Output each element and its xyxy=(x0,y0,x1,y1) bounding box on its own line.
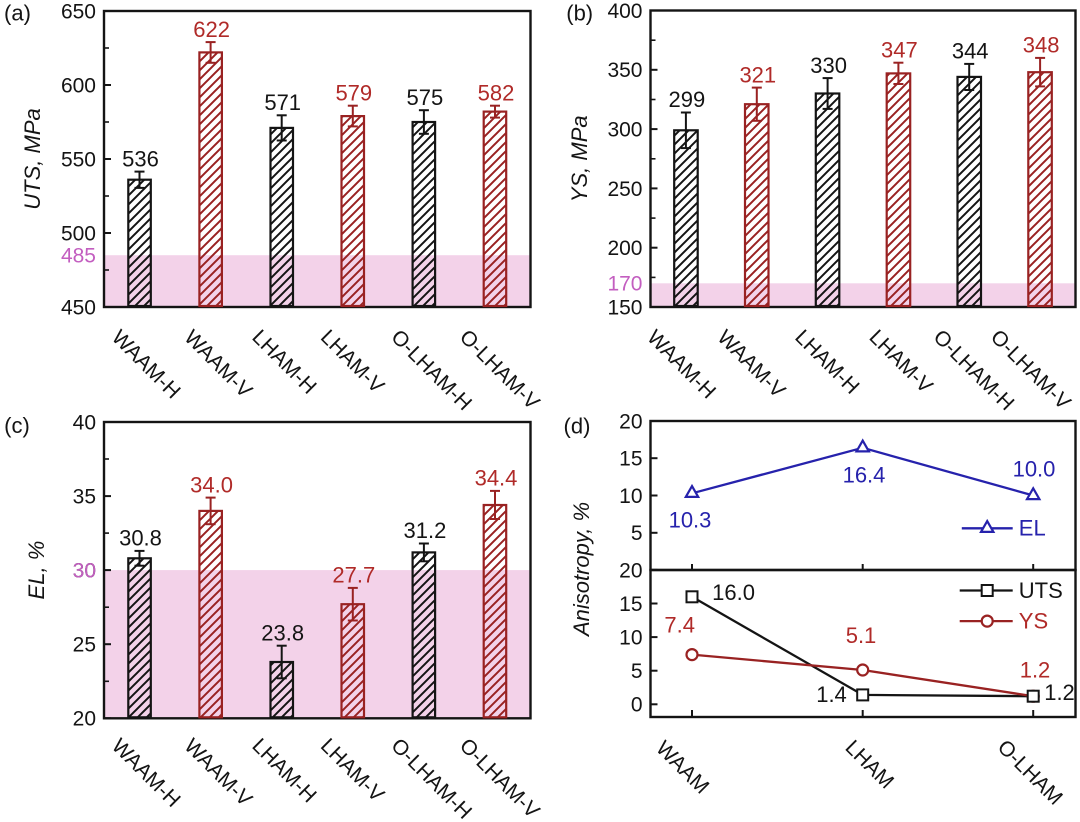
svg-text:200: 200 xyxy=(607,237,642,260)
svg-text:(a): (a) xyxy=(4,0,31,25)
svg-text:(c): (c) xyxy=(4,413,30,438)
svg-text:150: 150 xyxy=(607,296,642,319)
svg-text:25: 25 xyxy=(73,634,96,657)
svg-text:15: 15 xyxy=(619,448,642,471)
svg-text:600: 600 xyxy=(61,74,96,97)
svg-text:1.2: 1.2 xyxy=(1044,680,1075,705)
svg-text:347: 347 xyxy=(881,37,918,62)
svg-text:(b): (b) xyxy=(566,0,593,25)
svg-text:348: 348 xyxy=(1023,33,1060,58)
svg-text:Anisotropy, %: Anisotropy, % xyxy=(569,502,594,638)
svg-text:(d): (d) xyxy=(564,413,591,438)
svg-text:650: 650 xyxy=(61,0,96,23)
svg-text:536: 536 xyxy=(122,146,159,171)
svg-text:20: 20 xyxy=(73,708,96,731)
svg-text:500: 500 xyxy=(61,222,96,245)
svg-text:10.0: 10.0 xyxy=(1013,456,1056,481)
svg-text:EL: EL xyxy=(1019,516,1046,541)
svg-text:350: 350 xyxy=(607,59,642,82)
svg-text:1.2: 1.2 xyxy=(1020,657,1051,682)
svg-text:UTS: UTS xyxy=(1019,578,1063,603)
svg-text:EL, %: EL, % xyxy=(24,541,49,600)
svg-text:34.0: 34.0 xyxy=(190,472,233,497)
svg-text:579: 579 xyxy=(335,80,372,105)
svg-text:23.8: 23.8 xyxy=(261,620,304,645)
svg-text:5: 5 xyxy=(631,660,643,683)
svg-text:170: 170 xyxy=(607,273,642,296)
svg-text:27.7: 27.7 xyxy=(332,563,375,588)
svg-text:10.3: 10.3 xyxy=(669,507,712,532)
svg-text:20: 20 xyxy=(619,559,642,582)
svg-text:344: 344 xyxy=(952,39,989,64)
svg-text:16.0: 16.0 xyxy=(712,580,755,605)
svg-text:1.4: 1.4 xyxy=(816,682,847,707)
svg-text:330: 330 xyxy=(810,53,847,78)
svg-text:35: 35 xyxy=(73,486,96,509)
svg-text:UTS, MPa: UTS, MPa xyxy=(20,108,45,209)
svg-text:10: 10 xyxy=(619,627,642,650)
svg-text:321: 321 xyxy=(739,62,776,87)
svg-text:30.8: 30.8 xyxy=(119,526,162,551)
svg-text:30: 30 xyxy=(73,560,96,583)
svg-text:15: 15 xyxy=(619,593,642,616)
svg-text:16.4: 16.4 xyxy=(843,462,886,487)
svg-text:571: 571 xyxy=(264,90,301,115)
svg-text:400: 400 xyxy=(607,0,642,23)
svg-text:20: 20 xyxy=(619,410,642,433)
svg-text:300: 300 xyxy=(607,119,642,142)
svg-text:450: 450 xyxy=(61,296,96,319)
svg-text:30: 30 xyxy=(73,560,96,583)
svg-text:250: 250 xyxy=(607,178,642,201)
svg-text:575: 575 xyxy=(407,85,444,110)
svg-text:5: 5 xyxy=(631,522,643,545)
svg-text:YS: YS xyxy=(1019,609,1048,634)
svg-text:31.2: 31.2 xyxy=(403,518,446,543)
svg-text:34.4: 34.4 xyxy=(475,466,518,491)
svg-text:622: 622 xyxy=(193,17,230,42)
svg-text:485: 485 xyxy=(61,245,96,268)
svg-text:7.4: 7.4 xyxy=(664,613,695,638)
svg-text:40: 40 xyxy=(73,411,96,434)
svg-text:299: 299 xyxy=(669,87,706,112)
svg-text:YS, MPa: YS, MPa xyxy=(567,115,592,202)
svg-text:550: 550 xyxy=(61,148,96,171)
svg-text:10: 10 xyxy=(619,485,642,508)
svg-text:5.1: 5.1 xyxy=(846,623,877,648)
svg-text:0: 0 xyxy=(631,694,643,717)
svg-text:582: 582 xyxy=(478,80,515,105)
